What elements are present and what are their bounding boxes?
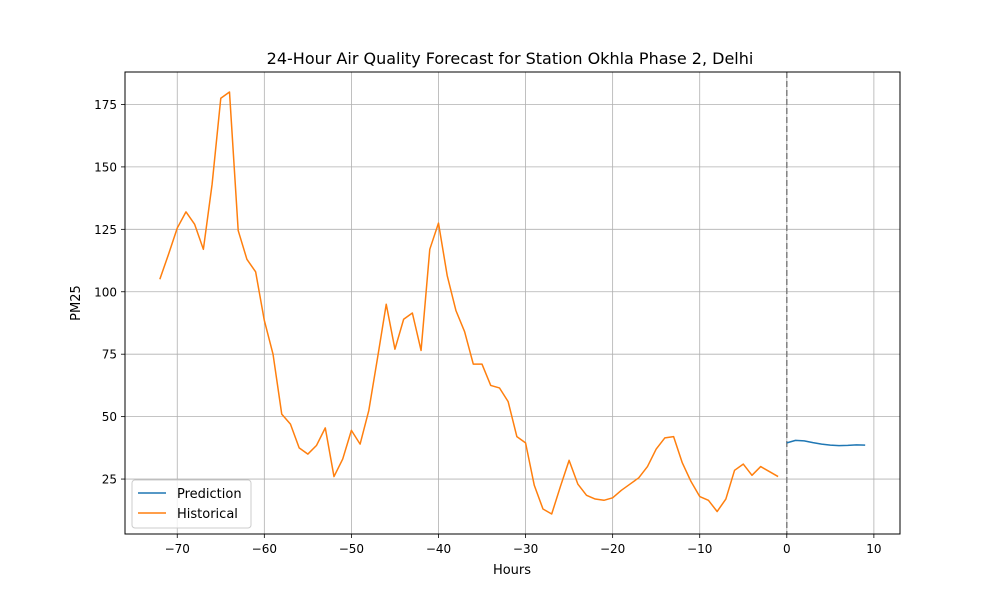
y-tick-label: 150: [94, 160, 117, 174]
x-tick-label: −10: [687, 542, 712, 556]
y-tick-label: 125: [94, 223, 117, 237]
axis-ticks: −70 −60 −50 −40 −30 −20 −10 0 10 25 50 75 100 125 150 1…: [94, 98, 881, 556]
legend-box: [131, 479, 252, 529]
y-axis-label: PM25: [69, 285, 84, 321]
y-tick-label: 25: [102, 473, 117, 487]
legend: Prediction Historical: [131, 479, 252, 529]
series-line-prediction: [786, 439, 866, 447]
x-tick-label: −40: [426, 542, 451, 556]
y-tick-label: 75: [102, 348, 117, 362]
x-tick-label: −50: [339, 542, 364, 556]
legend-label-historical: Historical: [177, 507, 238, 522]
x-tick-label: 0: [783, 542, 791, 556]
chart-title: 24-Hour Air Quality Forecast for Station…: [267, 49, 754, 68]
y-tick-label: 175: [94, 98, 117, 112]
x-axis-label: Hours: [493, 563, 531, 578]
legend-label-prediction: Prediction: [177, 487, 242, 502]
plot-area-frame: [124, 71, 901, 535]
x-tick-label: −70: [165, 542, 190, 556]
x-tick-label: 10: [866, 542, 881, 556]
y-tick-label: 50: [102, 410, 117, 424]
series-layer: [159, 91, 866, 515]
series-line-historical: [159, 91, 779, 515]
x-tick-label: −60: [252, 542, 277, 556]
y-tick-label: 100: [94, 285, 117, 299]
x-tick-label: −30: [513, 542, 538, 556]
x-tick-label: −20: [600, 542, 625, 556]
